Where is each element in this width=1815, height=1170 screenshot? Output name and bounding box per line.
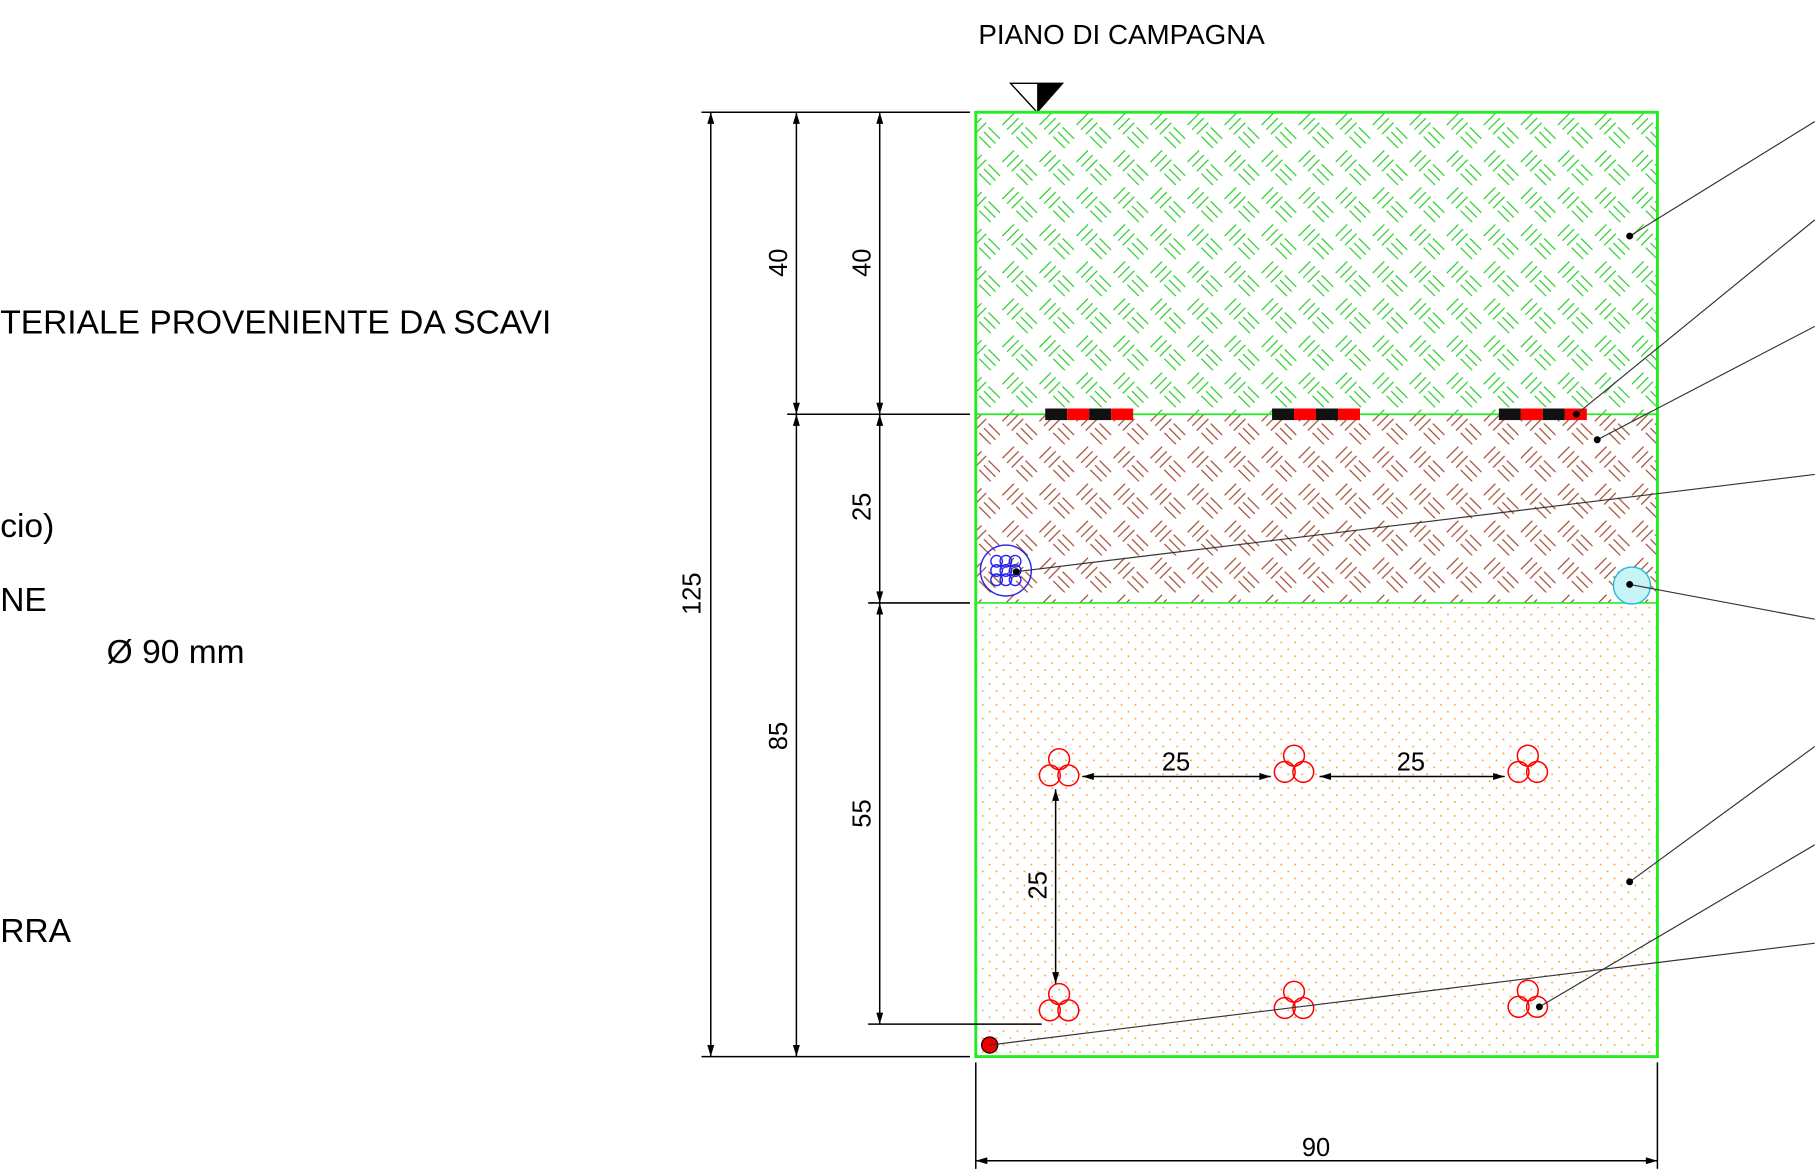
dimension-label: 40 bbox=[848, 249, 876, 277]
legend-item: NE bbox=[0, 582, 47, 619]
legend-item: cio) bbox=[0, 508, 54, 545]
ground-marker-fill bbox=[1037, 83, 1063, 113]
dimension-label: 25 bbox=[1162, 749, 1190, 777]
warning-tapes bbox=[1045, 408, 1587, 421]
dimension-label: 85 bbox=[765, 722, 793, 750]
dimension-label: 55 bbox=[848, 799, 876, 827]
title: PIANO DI CAMPAGNA bbox=[978, 19, 1265, 50]
dimension-label: 25 bbox=[848, 493, 876, 521]
sand-layer bbox=[975, 602, 1658, 1057]
dimension-label: 25 bbox=[1397, 749, 1425, 777]
leader-lines bbox=[989, 121, 1815, 1046]
trench-outline bbox=[974, 110, 1659, 1059]
leader-dots bbox=[1012, 232, 1634, 1011]
dimension-label: 125 bbox=[678, 572, 706, 614]
legend-item: TERIALE PROVENIENTE DA SCAVI bbox=[0, 304, 551, 341]
backfill-layer bbox=[975, 414, 1658, 603]
dimension-label: 90 bbox=[1302, 1134, 1330, 1162]
telecom-conduit bbox=[979, 544, 1033, 597]
dimension-lines bbox=[701, 111, 1659, 1169]
dimension-label: 40 bbox=[765, 249, 793, 277]
dimension-label: 25 bbox=[1024, 871, 1052, 899]
legend-item: Ø 90 mm bbox=[107, 634, 245, 671]
earth-conductor bbox=[980, 1036, 999, 1054]
topsoil-layer bbox=[975, 112, 1658, 415]
legend-item: RRA bbox=[0, 913, 71, 950]
